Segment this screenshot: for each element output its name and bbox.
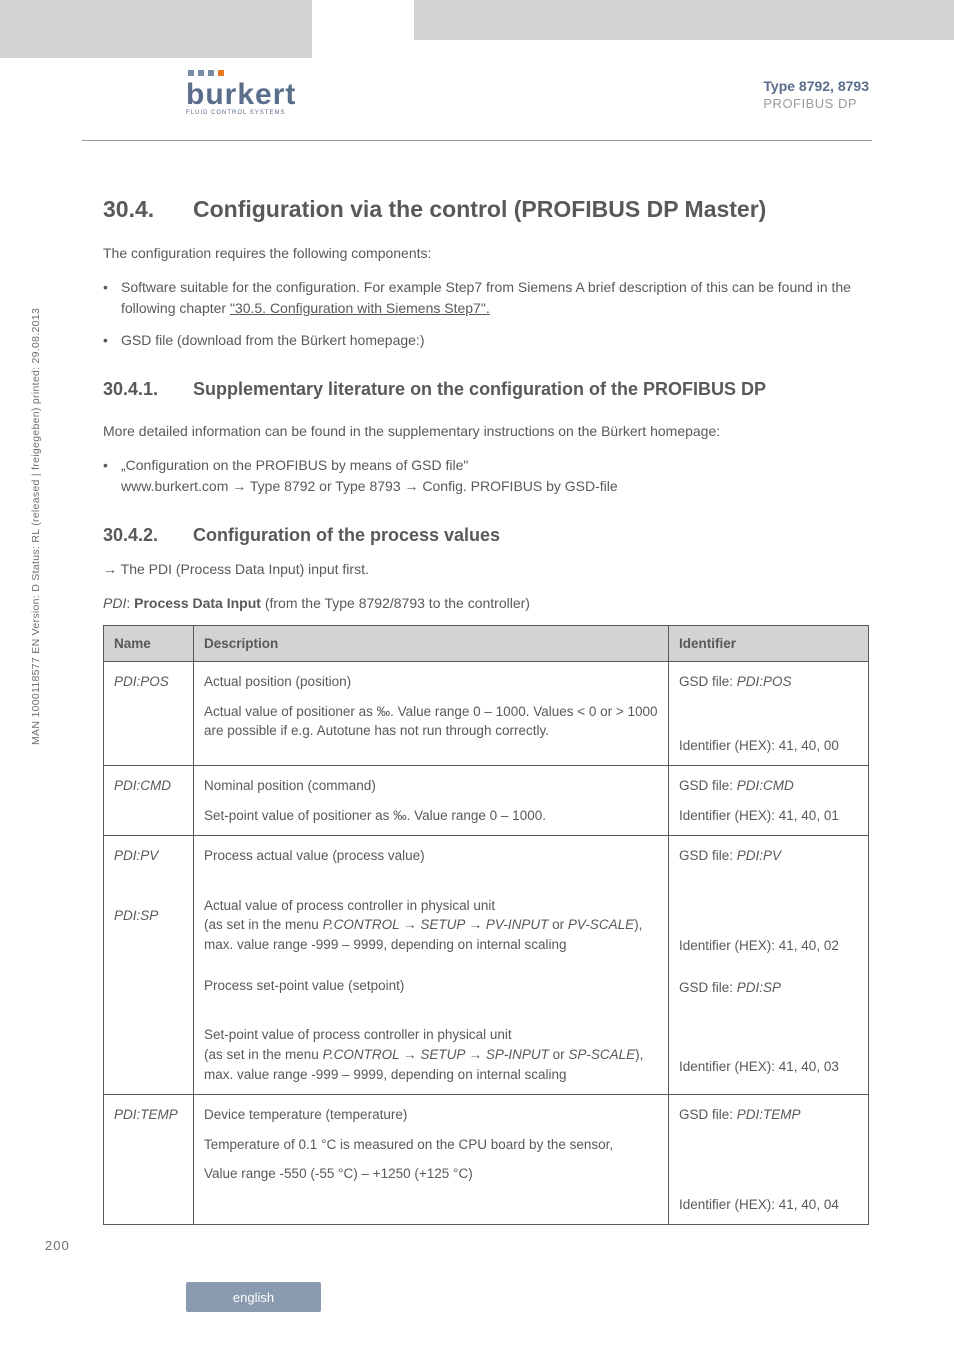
cell-identifier: GSD file: PDI:TEMP Identifier (HEX): 41,… bbox=[669, 1095, 869, 1225]
side-metadata: MAN 1000118577 EN Version: D Status: RL … bbox=[30, 308, 42, 745]
table-row: PDI:PV PDI:SP Process actual value (proc… bbox=[104, 836, 869, 1095]
heading-number: 30.4. bbox=[103, 196, 193, 223]
table-row: PDI:CMD Nominal position (command) Set-p… bbox=[104, 766, 869, 836]
col-name: Name bbox=[104, 626, 194, 662]
cell-name: PDI:TEMP bbox=[104, 1095, 194, 1225]
bullet-dot-icon: • bbox=[103, 330, 121, 350]
cell-identifier: GSD file: PDI:PV Identifier (HEX): 41, 4… bbox=[669, 836, 869, 1095]
heading-30-4-1: 30.4.1. Supplementary literature on the … bbox=[103, 378, 869, 401]
header-right: Type 8792, 8793 PROFIBUS DP bbox=[763, 78, 869, 111]
cell-description: Nominal position (command) Set-point val… bbox=[194, 766, 669, 836]
cell-description: Process actual value (process value) Act… bbox=[194, 836, 669, 1095]
language-badge: english bbox=[186, 1282, 321, 1312]
cell-name: PDI:POS bbox=[104, 662, 194, 766]
bullet-text: Software suitable for the configuration.… bbox=[121, 277, 869, 318]
arrow-instruction: → The PDI (Process Data Input) input fir… bbox=[103, 561, 869, 577]
cell-description: Device temperature (temperature) Tempera… bbox=[194, 1095, 669, 1225]
cell-name: PDI:PV PDI:SP bbox=[104, 836, 194, 1095]
cell-identifier: GSD file: PDI:CMD Identifier (HEX): 41, … bbox=[669, 766, 869, 836]
bullet-dot-icon: • bbox=[103, 455, 121, 496]
top-bar-right bbox=[414, 0, 954, 40]
process-values-table: Name Description Identifier PDI:POS Actu… bbox=[103, 625, 869, 1225]
top-bar-left bbox=[0, 0, 312, 58]
divider bbox=[82, 140, 872, 141]
heading-number: 30.4.2. bbox=[103, 525, 193, 546]
sub1-intro: More detailed information can be found i… bbox=[103, 422, 869, 442]
logo-dots bbox=[188, 70, 296, 76]
bullet-item: • „Configuration on the PROFIBUS by mean… bbox=[103, 455, 869, 496]
cell-description: Actual position (position) Actual value … bbox=[194, 662, 669, 766]
heading-30-4: 30.4. Configuration via the control (PRO… bbox=[103, 195, 869, 224]
table-row: PDI:POS Actual position (position) Actua… bbox=[104, 662, 869, 766]
cell-name: PDI:CMD bbox=[104, 766, 194, 836]
link-text[interactable]: "30.5. Configuration with Siemens Step7"… bbox=[230, 300, 490, 316]
logo: burkert FLUID CONTROL SYSTEMS bbox=[186, 70, 296, 116]
bullet-item: • GSD file (download from the Bürkert ho… bbox=[103, 330, 869, 350]
heading-30-4-2: 30.4.2. Configuration of the process val… bbox=[103, 524, 869, 547]
type-line: Type 8792, 8793 bbox=[763, 78, 869, 94]
col-identifier: Identifier bbox=[669, 626, 869, 662]
col-description: Description bbox=[194, 626, 669, 662]
table-header-row: Name Description Identifier bbox=[104, 626, 869, 662]
bullet-dot-icon: • bbox=[103, 277, 121, 318]
intro-paragraph: The configuration requires the following… bbox=[103, 244, 869, 264]
bullet-text: GSD file (download from the Bürkert home… bbox=[121, 330, 424, 350]
profibus-line: PROFIBUS DP bbox=[763, 96, 869, 111]
pdi-caption: PDI: Process Data Input (from the Type 8… bbox=[103, 595, 869, 611]
bullet-list-1: • Software suitable for the configuratio… bbox=[103, 277, 869, 350]
page-number: 200 bbox=[45, 1238, 70, 1253]
heading-number: 30.4.1. bbox=[103, 379, 193, 400]
bullet-item: • Software suitable for the configuratio… bbox=[103, 277, 869, 318]
logo-subtitle: FLUID CONTROL SYSTEMS bbox=[186, 110, 296, 116]
table-row: PDI:TEMP Device temperature (temperature… bbox=[104, 1095, 869, 1225]
bullet-list-2: • „Configuration on the PROFIBUS by mean… bbox=[103, 455, 869, 496]
heading-title: Configuration via the control (PROFIBUS … bbox=[193, 195, 766, 224]
logo-text: burkert bbox=[186, 78, 296, 112]
content: 30.4. Configuration via the control (PRO… bbox=[103, 195, 869, 1225]
heading-title: Supplementary literature on the configur… bbox=[193, 378, 766, 401]
cell-identifier: GSD file: PDI:POS Identifier (HEX): 41, … bbox=[669, 662, 869, 766]
heading-title: Configuration of the process values bbox=[193, 524, 500, 547]
bullet-text: „Configuration on the PROFIBUS by means … bbox=[121, 455, 618, 496]
